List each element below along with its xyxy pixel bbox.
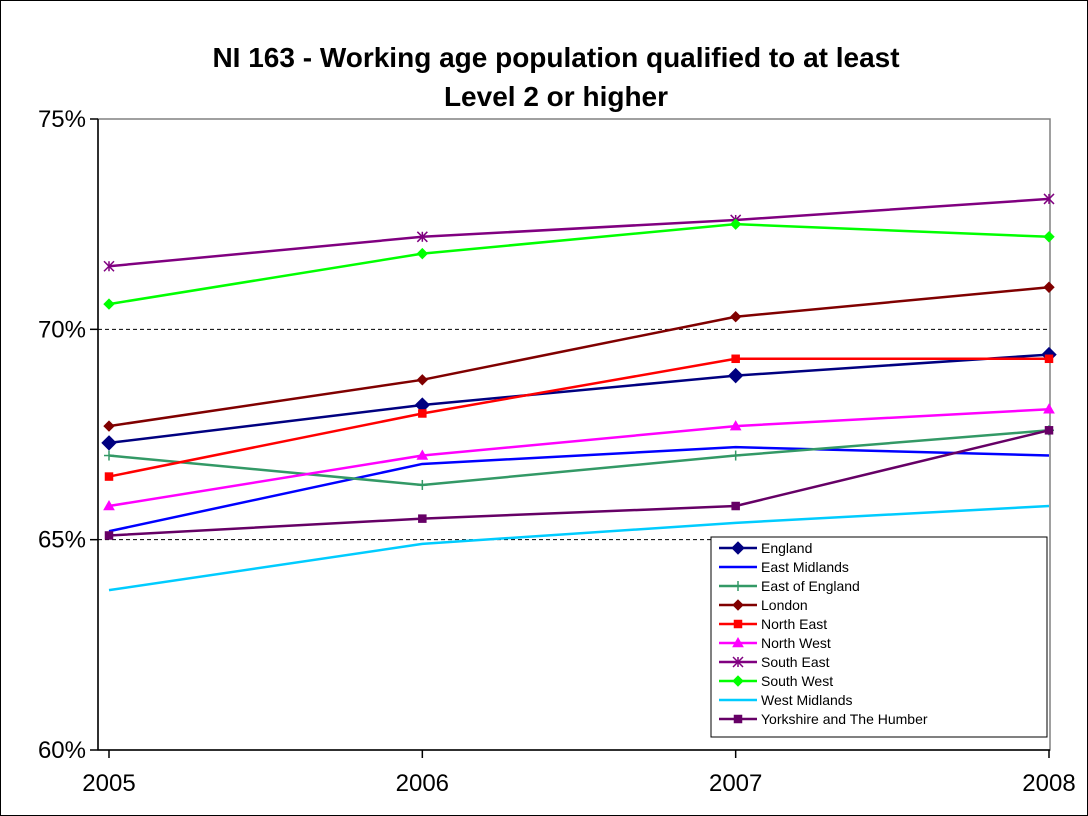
chart-title-line-2: Level 2 or higher	[444, 81, 668, 112]
data-point	[103, 260, 115, 272]
legend-item-south-west: South West	[719, 673, 833, 689]
legend-marker	[733, 714, 743, 724]
series-line	[108, 286, 1050, 428]
chart-title-line-1: NI 163 - Working age population qualifie…	[212, 42, 899, 73]
legend-label: South West	[761, 673, 833, 689]
data-point	[729, 218, 742, 230]
legend-item-england: England	[719, 540, 812, 556]
y-tick-label: 75%	[38, 106, 86, 133]
data-point	[416, 449, 429, 460]
x-tick-label: 2007	[709, 770, 762, 797]
data-point	[1043, 281, 1055, 293]
series-london	[103, 281, 1055, 432]
legend-item-south-east: South East	[719, 654, 830, 670]
legend-item-north-east: North East	[719, 616, 827, 632]
legend-item-east-of-england: East of England	[719, 578, 860, 594]
data-point	[101, 435, 117, 451]
legend-label: East of England	[761, 578, 860, 594]
series-east-of-england	[104, 425, 1054, 490]
legend-item-london: London	[719, 597, 808, 613]
legend-label: East Midlands	[761, 559, 849, 575]
series-line	[108, 408, 1050, 508]
data-point	[1043, 403, 1055, 414]
legend-label: North East	[761, 616, 827, 632]
data-point	[731, 354, 740, 364]
legend-item-north-west: North West	[719, 635, 831, 651]
data-point	[729, 420, 742, 431]
plot-area: 60% 65% 70% 75% 2005 2006 2007 2008	[38, 106, 1076, 797]
data-point	[1044, 426, 1054, 435]
x-tick-label: 2005	[82, 770, 135, 797]
legend-label: England	[761, 540, 812, 556]
data-point	[727, 367, 744, 384]
legend-item-west-midlands: West Midlands	[719, 692, 853, 708]
data-point	[1044, 354, 1054, 364]
series-east-midlands	[108, 445, 1050, 533]
legend-label: Yorkshire and The Humber	[761, 711, 928, 727]
series-line	[108, 429, 1050, 487]
legend-marker	[732, 675, 744, 687]
series-line	[108, 429, 1050, 537]
series-west-midlands	[108, 504, 1050, 592]
y-tick-label: 70%	[38, 316, 86, 343]
data-point	[104, 531, 114, 540]
series-north-west	[103, 403, 1055, 511]
legend-label: North West	[761, 635, 831, 651]
legend-label: West Midlands	[761, 692, 853, 708]
legend-item-east-midlands: East Midlands	[719, 559, 849, 575]
series-line	[108, 445, 1050, 533]
legend-marker	[733, 581, 743, 591]
x-tick-label: 2008	[1022, 770, 1075, 797]
x-tick-label: 2006	[396, 770, 449, 797]
data-point	[103, 420, 115, 432]
series-line	[108, 504, 1050, 592]
data-point	[731, 501, 740, 511]
data-point	[1043, 193, 1055, 205]
data-point	[103, 500, 115, 511]
y-tick-label: 65%	[38, 527, 86, 554]
legend-label: London	[761, 597, 808, 613]
legend-marker	[733, 619, 743, 629]
data-point	[104, 450, 114, 461]
data-point	[103, 298, 115, 310]
data-point	[417, 479, 428, 490]
legend-marker	[732, 636, 744, 648]
series-north-east	[104, 354, 1054, 481]
legend-label: South East	[761, 654, 830, 670]
series-south-west	[103, 218, 1055, 310]
data-point	[416, 374, 429, 386]
legend-marker	[731, 541, 745, 555]
y-tick-label: 60%	[38, 737, 86, 764]
series-line	[108, 353, 1050, 445]
data-point	[729, 311, 742, 323]
data-point	[416, 231, 428, 243]
series-south-east	[103, 193, 1055, 272]
series-england	[101, 346, 1057, 451]
legend-marker	[732, 599, 744, 611]
data-point	[1043, 231, 1055, 243]
series-line	[108, 357, 1049, 478]
legend-item-yorkshire-and-the-humber: Yorkshire and The Humber	[719, 711, 928, 727]
legend-box	[710, 536, 1048, 738]
series-yorkshire-and-the-humber	[104, 426, 1054, 540]
series-line	[108, 197, 1050, 268]
legend: England East Midlands East of England Londo…	[710, 536, 1048, 738]
data-point	[104, 472, 114, 481]
data-point	[416, 247, 429, 260]
data-point	[730, 450, 741, 461]
data-point	[418, 514, 427, 523]
series-line	[108, 222, 1050, 306]
legend-marker	[732, 656, 744, 668]
data-point	[418, 409, 427, 418]
